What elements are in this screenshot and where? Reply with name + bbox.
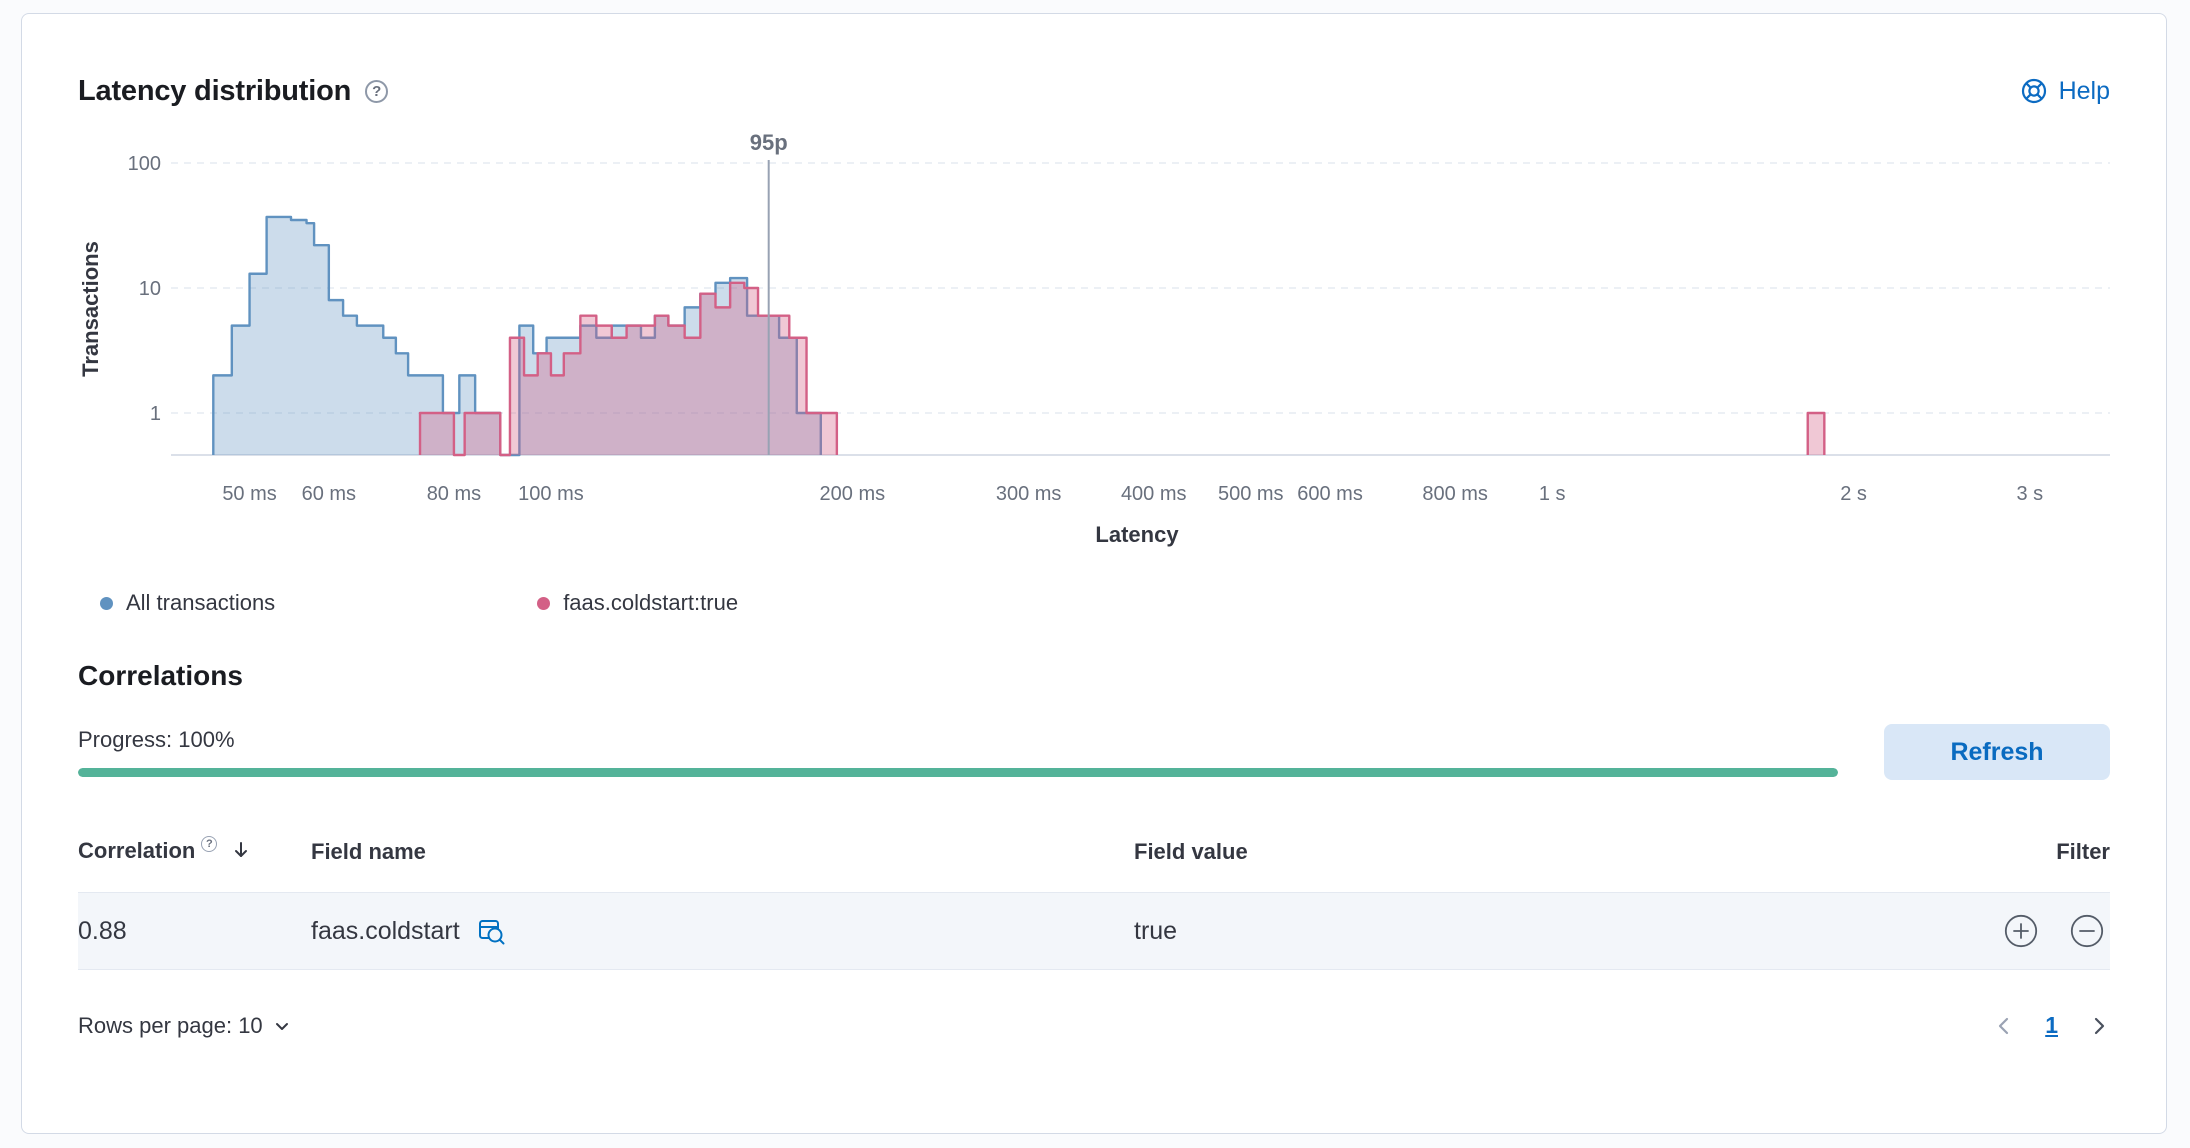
progress-label: Progress: 100%: [78, 727, 235, 752]
svg-text:200 ms: 200 ms: [820, 483, 886, 505]
svg-text:95p: 95p: [750, 130, 788, 155]
svg-text:800 ms: 800 ms: [1422, 483, 1488, 505]
refresh-button[interactable]: Refresh: [1884, 724, 2110, 780]
correlations-title: Correlations: [78, 660, 243, 691]
table-header-row: Correlation ? Field name Field value Fil…: [78, 824, 2110, 892]
svg-text:Transactions: Transactions: [78, 241, 103, 377]
chevron-right-icon[interactable]: [2088, 1015, 2110, 1037]
legend-item-coldstart[interactable]: faas.coldstart:true: [537, 590, 738, 616]
svg-text:2 s: 2 s: [1840, 483, 1867, 505]
help-link[interactable]: Help: [2020, 77, 2110, 106]
legend-item-all-transactions[interactable]: All transactions: [100, 590, 275, 616]
progress-bar-fill: [78, 768, 1838, 777]
progress-bar: [78, 768, 1838, 777]
field-name-value: faas.coldstart: [311, 916, 460, 945]
field-value-column-header: Field value: [1134, 839, 1248, 864]
inspect-field-icon[interactable]: [476, 916, 506, 946]
svg-text:300 ms: 300 ms: [996, 483, 1062, 505]
filter-for-value-icon[interactable]: [2004, 914, 2038, 948]
table-row: 0.88 faas.coldstart true: [78, 892, 2110, 970]
page-title: Latency distribution ?: [78, 74, 389, 108]
svg-text:3 s: 3 s: [2017, 483, 2044, 505]
help-link-label: Help: [2058, 76, 2110, 105]
correlation-help-icon[interactable]: ?: [201, 836, 218, 852]
legend-label: All transactions: [126, 590, 276, 615]
legend-dot-blue-icon: [100, 596, 113, 610]
progress-area: Progress: 100%: [78, 727, 1838, 777]
legend-dot-red-icon: [537, 596, 551, 610]
correlation-value: 0.88: [78, 916, 127, 945]
rows-per-page-label: Rows per page: 10: [78, 1012, 263, 1038]
help-ring-icon: [2020, 77, 2048, 105]
svg-text:100 ms: 100 ms: [518, 483, 584, 505]
svg-text:80 ms: 80 ms: [427, 483, 481, 505]
rows-per-page-selector[interactable]: Rows per page: 10: [78, 1013, 291, 1039]
title-help-icon[interactable]: ?: [365, 79, 389, 103]
svg-text:1: 1: [150, 403, 161, 425]
progress-row: Progress: 100% Refresh: [78, 724, 2110, 780]
filter-column-header: Filter: [2056, 839, 2110, 864]
field-name-column-header: Field name: [311, 839, 426, 864]
pagination: 1: [1993, 1012, 2110, 1039]
svg-text:1 s: 1 s: [1539, 483, 1566, 505]
chevron-down-icon: [273, 1017, 291, 1035]
sort-desc-icon: [231, 840, 251, 866]
panel-header: Latency distribution ? Help: [78, 14, 2110, 112]
page-number[interactable]: 1: [2045, 1012, 2058, 1038]
table-footer: Rows per page: 10 1: [78, 1012, 2110, 1039]
correlations-table: Correlation ? Field name Field value Fil…: [78, 824, 2110, 1039]
svg-text:Latency: Latency: [1095, 522, 1179, 547]
svg-text:50 ms: 50 ms: [222, 483, 276, 505]
latency-distribution-chart[interactable]: 1 10 100 50 ms 60 ms 80 ms 100 ms 200 ms 300 ms 4…: [78, 126, 2110, 560]
legend-label: faas.coldstart:true: [563, 590, 739, 615]
svg-text:60 ms: 60 ms: [302, 483, 356, 505]
filter-out-value-icon[interactable]: [2070, 914, 2104, 948]
svg-text:600 ms: 600 ms: [1297, 483, 1363, 505]
field-value-value: true: [1134, 916, 1178, 945]
svg-text:400 ms: 400 ms: [1121, 483, 1187, 505]
correlation-column-header[interactable]: Correlation ?: [78, 836, 251, 866]
chevron-left-icon[interactable]: [1993, 1015, 2015, 1037]
chart-legend: All transactions faas.coldstart:true: [78, 590, 2110, 616]
svg-text:100: 100: [128, 153, 161, 175]
correlation-header-label: Correlation: [78, 838, 196, 863]
svg-text:500 ms: 500 ms: [1218, 483, 1284, 505]
svg-text:10: 10: [139, 278, 161, 300]
page-title-text: Latency distribution: [78, 74, 352, 107]
latency-distribution-panel: Latency distribution ? Help 1 10 100 50 ms 6…: [21, 13, 2167, 1134]
